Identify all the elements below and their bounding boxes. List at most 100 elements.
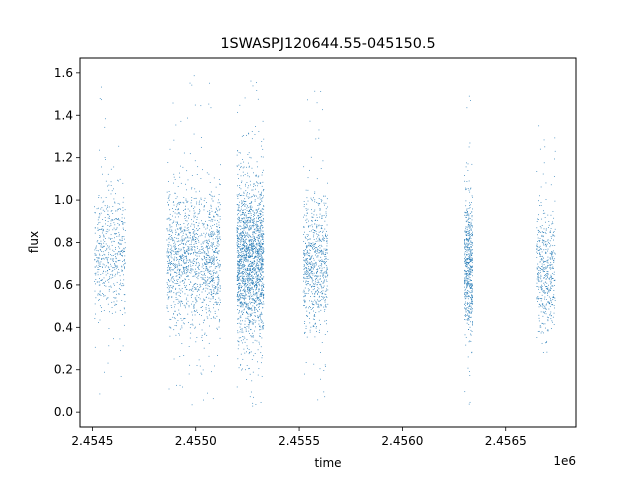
data-point [255,281,256,283]
data-point [193,240,195,242]
data-point [194,297,196,299]
data-point [167,204,169,206]
data-point [245,254,246,256]
data-point [99,253,100,255]
data-point [248,248,250,250]
data-point [212,246,213,248]
data-point [323,370,325,371]
data-point [308,267,309,269]
data-point [237,204,239,206]
data-point [467,295,469,297]
data-point [209,246,210,248]
data-point [319,278,321,280]
data-point [313,266,315,267]
data-point [319,292,321,294]
data-point [261,285,263,287]
data-point [212,238,214,240]
data-point [260,183,261,184]
data-point [251,255,252,257]
data-point [199,283,201,285]
data-point [254,195,255,197]
data-point [201,315,202,316]
data-point [244,201,246,203]
data-point [206,253,208,254]
data-point [467,273,469,275]
data-point [95,248,97,250]
data-point [255,263,257,265]
data-point [209,216,211,218]
data-point [468,262,470,264]
data-point [118,251,120,253]
data-point [251,271,253,273]
data-point [244,236,246,237]
data-point [174,325,176,326]
data-point [464,334,466,336]
data-point [260,249,262,250]
data-point [259,244,261,246]
data-point [210,232,211,234]
data-point [314,284,316,286]
data-point [94,211,96,213]
data-point [194,270,196,272]
data-point [209,281,211,282]
data-point [305,261,306,263]
data-point [173,246,175,248]
data-point [240,188,242,190]
data-point [249,236,251,237]
data-point [325,303,327,305]
data-point [174,271,175,273]
data-point [215,287,216,289]
data-point [261,257,262,259]
data-point [543,304,545,306]
data-point [471,216,473,218]
data-point [209,288,211,290]
data-point [122,210,124,212]
data-point [239,169,240,171]
data-point [209,210,211,212]
data-point [317,248,319,250]
data-point [193,304,195,306]
data-point [308,225,310,227]
data-point [199,251,201,253]
data-point [115,261,116,263]
data-point [316,284,318,286]
data-point [186,249,188,251]
data-point [203,282,205,283]
data-point [260,273,261,275]
data-point [262,284,264,286]
data-point [254,300,256,301]
data-point [467,247,468,248]
data-point [101,311,102,312]
data-point [326,290,327,292]
data-point [236,204,238,205]
data-point [255,291,257,293]
data-point [259,308,260,310]
data-point [257,282,259,283]
data-point [242,268,244,270]
data-point [247,224,248,226]
data-point [310,243,312,245]
data-point [194,289,196,290]
data-point [304,265,306,267]
data-point [194,261,196,262]
data-point [471,266,472,268]
data-point [308,242,310,244]
data-point [242,256,244,258]
data-point [184,317,185,319]
data-point [256,211,258,212]
data-point [181,327,183,329]
data-point [242,303,244,305]
data-point [256,250,258,252]
data-point [179,277,181,279]
data-point [247,213,249,214]
data-point [467,214,469,216]
data-point [240,237,242,239]
data-point [196,233,197,234]
data-point [102,229,104,231]
data-point [173,139,175,141]
data-point [468,329,470,330]
data-point [103,239,104,241]
data-point [210,280,212,281]
data-point [112,261,114,262]
data-point [178,224,180,226]
